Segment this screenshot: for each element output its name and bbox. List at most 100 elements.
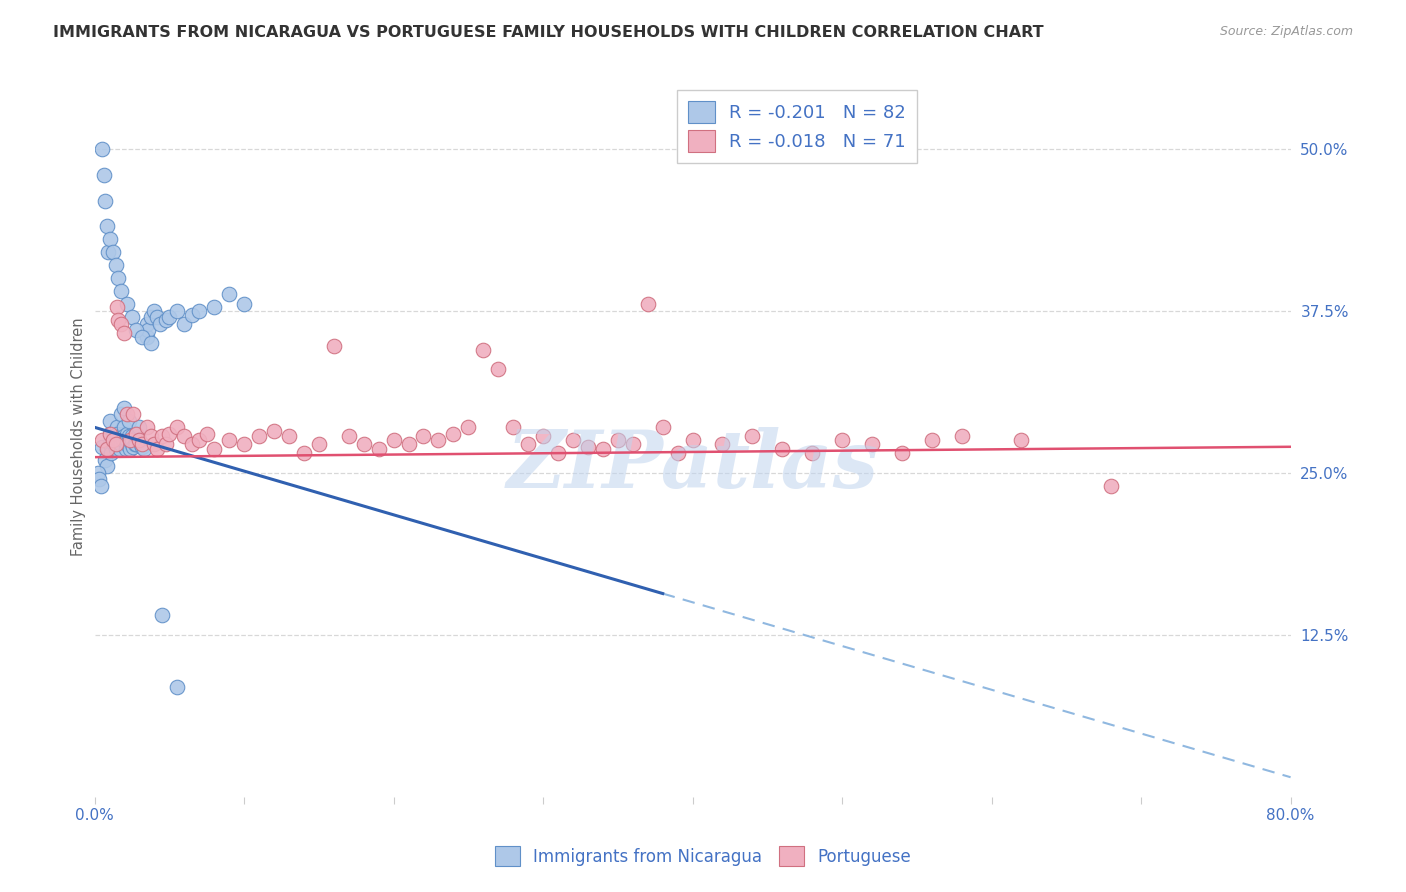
Point xyxy=(117,426,139,441)
Point xyxy=(486,362,509,376)
Point xyxy=(96,219,118,234)
Point xyxy=(107,271,129,285)
Point xyxy=(651,420,673,434)
Point xyxy=(105,420,128,434)
Point xyxy=(592,442,614,457)
Point xyxy=(353,437,375,451)
Point xyxy=(101,245,124,260)
Point xyxy=(96,459,118,474)
Point xyxy=(150,608,173,623)
Point xyxy=(141,429,163,443)
Point xyxy=(143,303,166,318)
Point xyxy=(547,446,569,460)
Point xyxy=(166,420,188,434)
Point xyxy=(104,437,127,451)
Point xyxy=(127,429,149,443)
Point xyxy=(120,442,142,457)
Point xyxy=(1099,478,1122,492)
Point xyxy=(117,408,139,422)
Point xyxy=(104,442,127,457)
Point xyxy=(263,424,285,438)
Point xyxy=(188,434,211,448)
Point xyxy=(124,437,146,451)
Point xyxy=(188,303,211,318)
Point xyxy=(180,308,202,322)
Point xyxy=(322,339,344,353)
Point xyxy=(157,426,180,441)
Point xyxy=(150,429,173,443)
Point xyxy=(441,426,464,441)
Point xyxy=(125,323,148,337)
Point xyxy=(96,442,118,457)
Point xyxy=(98,437,121,451)
Point xyxy=(531,429,554,443)
Point xyxy=(101,429,124,443)
Point xyxy=(831,434,853,448)
Point xyxy=(91,434,114,448)
Point xyxy=(120,437,142,451)
Point xyxy=(637,297,659,311)
Point xyxy=(135,329,157,343)
Point xyxy=(166,303,188,318)
Point xyxy=(125,437,148,451)
Point xyxy=(97,245,120,260)
Point xyxy=(107,312,129,326)
Point xyxy=(135,420,157,434)
Point xyxy=(98,426,121,441)
Point xyxy=(114,429,136,443)
Legend: R = -0.201   N = 82, R = -0.018   N = 71: R = -0.201 N = 82, R = -0.018 N = 71 xyxy=(676,90,917,163)
Point xyxy=(131,437,153,451)
Point xyxy=(104,434,127,448)
Point xyxy=(141,310,163,325)
Point xyxy=(98,414,121,428)
Point xyxy=(135,317,157,331)
Point xyxy=(128,420,150,434)
Point xyxy=(124,429,146,443)
Point xyxy=(141,336,163,351)
Point xyxy=(367,442,389,457)
Point xyxy=(121,437,143,451)
Point xyxy=(117,434,139,448)
Point xyxy=(91,440,114,454)
Point xyxy=(121,434,143,448)
Point xyxy=(166,680,188,694)
Point xyxy=(122,408,145,422)
Point xyxy=(621,437,644,451)
Point xyxy=(502,420,524,434)
Point xyxy=(233,437,256,451)
Point xyxy=(103,437,125,451)
Point xyxy=(202,300,225,314)
Point xyxy=(107,437,129,451)
Point xyxy=(666,446,689,460)
Point xyxy=(120,434,142,448)
Point xyxy=(155,312,177,326)
Point xyxy=(457,420,479,434)
Point xyxy=(94,452,117,467)
Point xyxy=(682,434,704,448)
Point xyxy=(412,429,434,443)
Point xyxy=(100,446,122,460)
Point xyxy=(398,437,420,451)
Point xyxy=(517,437,540,451)
Y-axis label: Family Households with Children: Family Households with Children xyxy=(72,318,86,557)
Point xyxy=(143,437,166,451)
Text: Source: ZipAtlas.com: Source: ZipAtlas.com xyxy=(1219,25,1353,38)
Point xyxy=(233,297,256,311)
Point xyxy=(98,232,121,246)
Point xyxy=(202,442,225,457)
Point xyxy=(292,446,315,460)
Point xyxy=(382,434,405,448)
Point xyxy=(104,258,127,272)
Point xyxy=(180,437,202,451)
Point xyxy=(218,434,240,448)
Point xyxy=(121,429,143,443)
Point xyxy=(801,446,824,460)
Point xyxy=(741,429,763,443)
Point xyxy=(131,329,153,343)
Point xyxy=(128,434,150,448)
Point xyxy=(110,317,132,331)
Point xyxy=(138,323,160,337)
Point xyxy=(97,442,120,457)
Point xyxy=(770,442,793,457)
Text: ZIPatlas: ZIPatlas xyxy=(506,427,879,505)
